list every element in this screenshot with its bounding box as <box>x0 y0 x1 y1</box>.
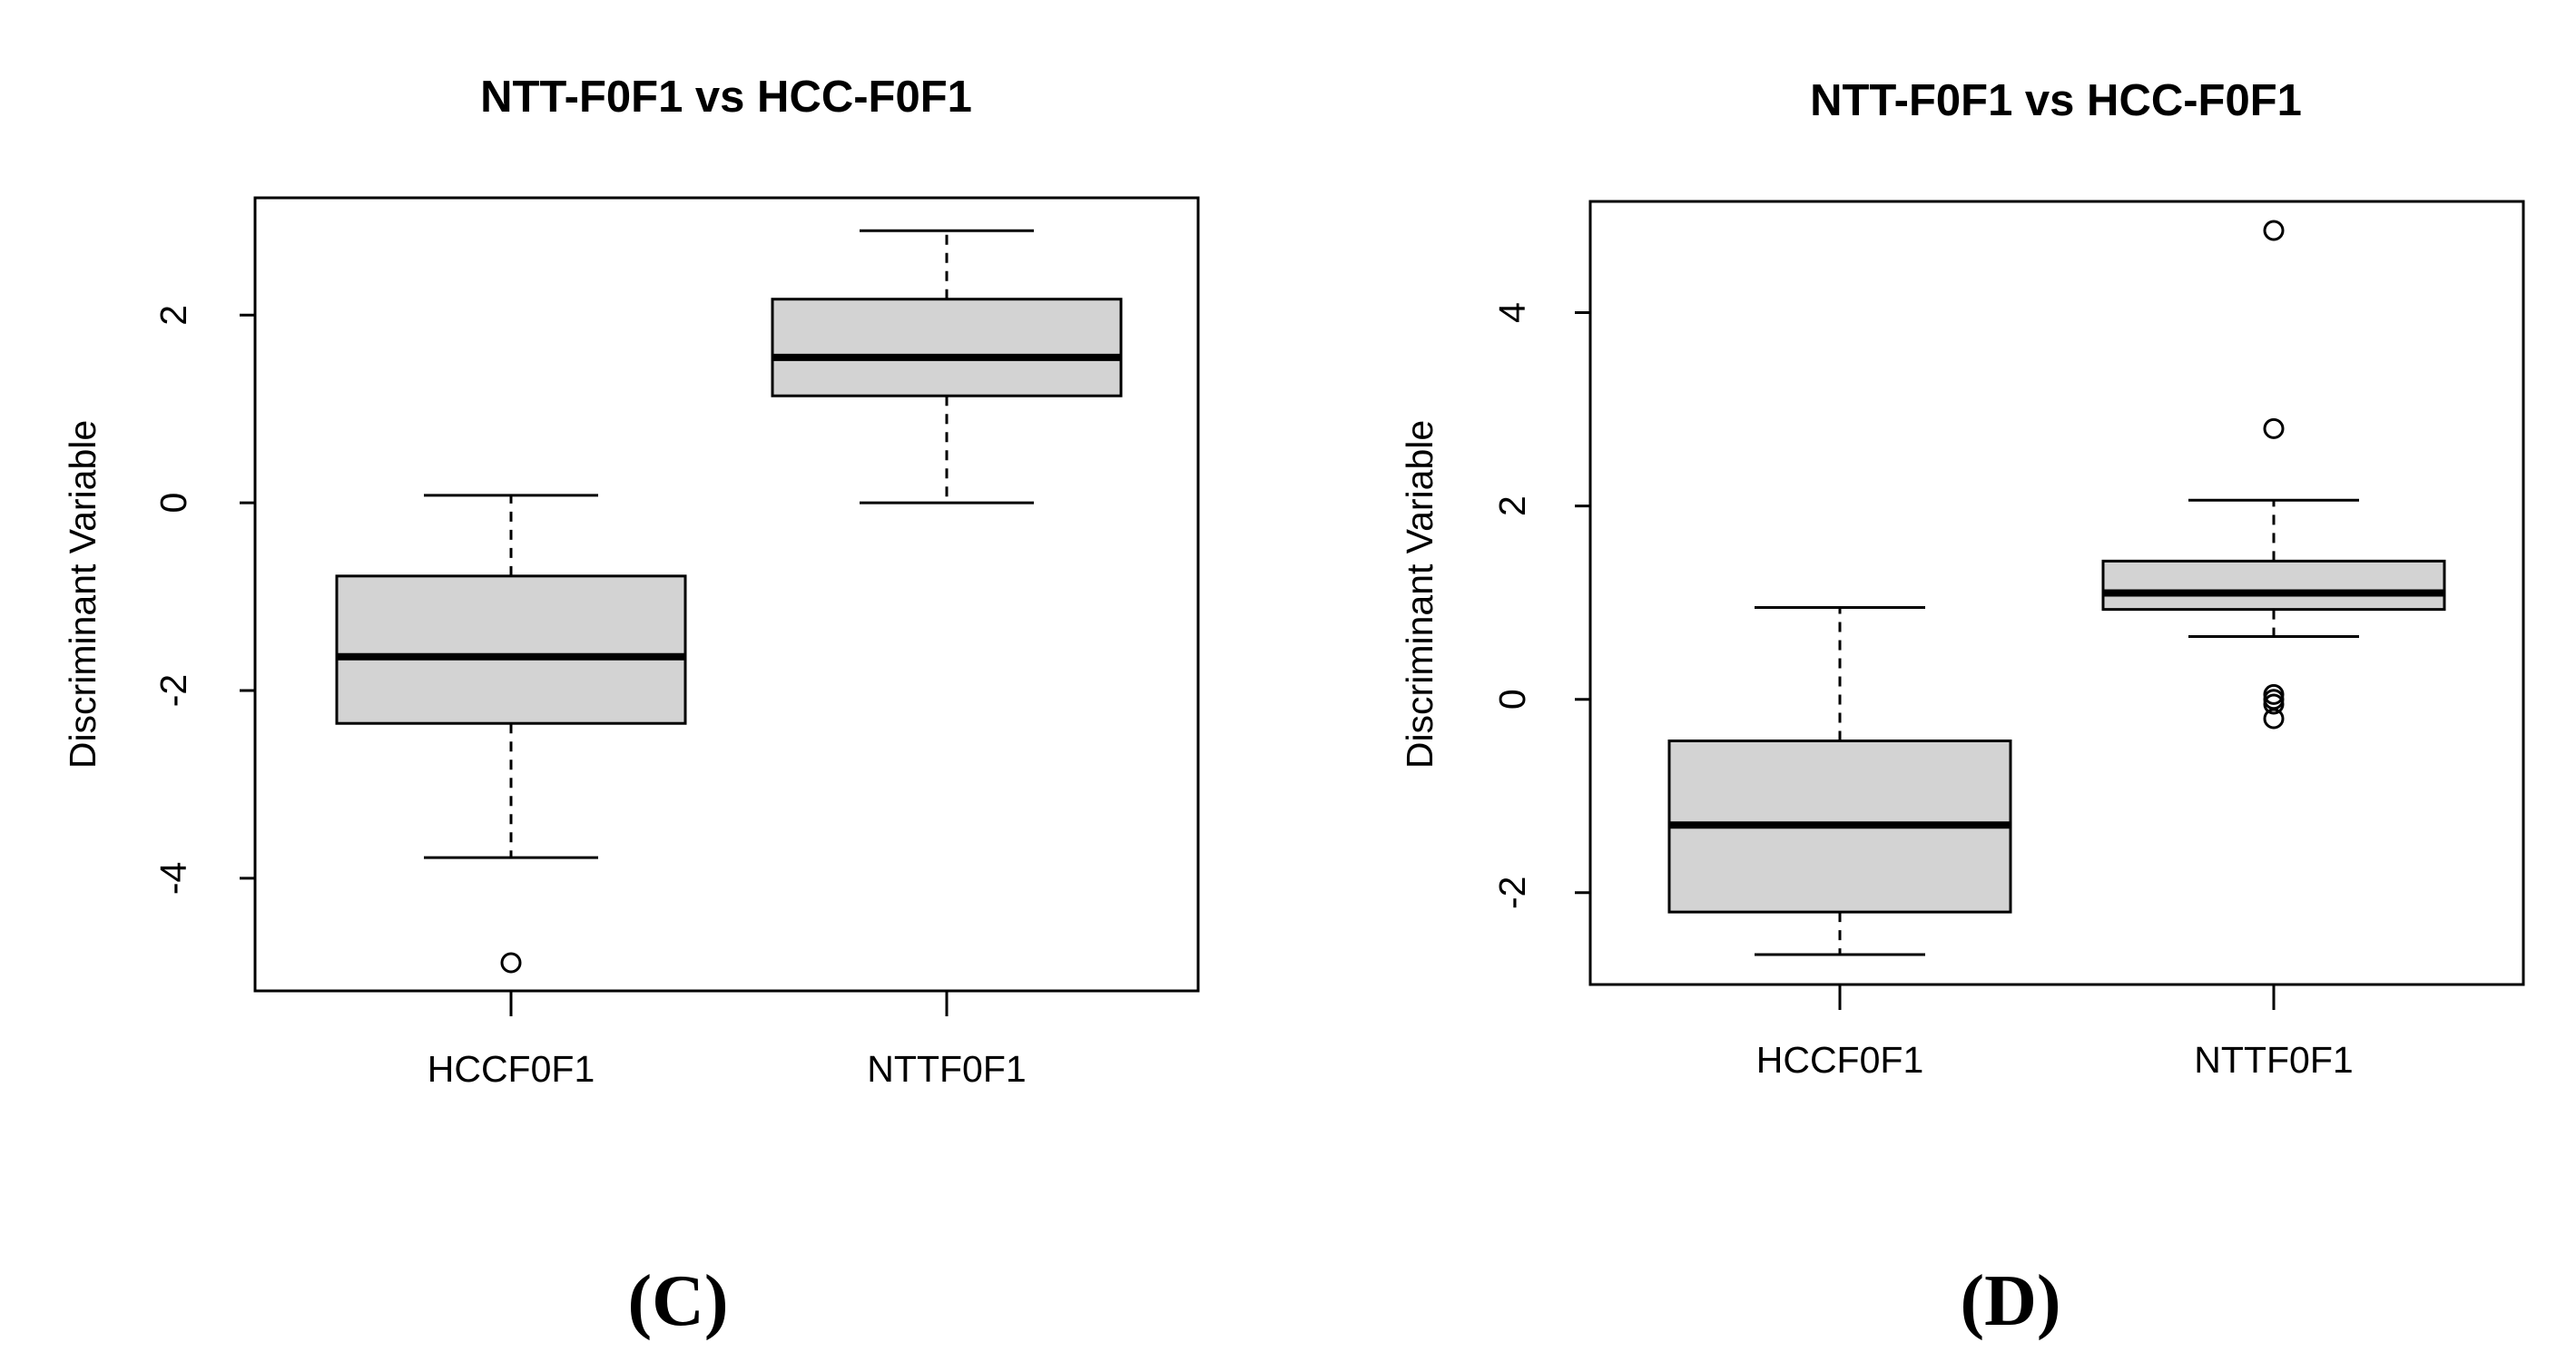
y-tick-label: -2 <box>1491 877 1533 909</box>
panel-label: (D) <box>1960 1261 2060 1341</box>
outlier-point <box>2263 693 2285 715</box>
iqr-box <box>335 574 687 725</box>
x-tick-label: NTTF0F1 <box>867 1048 1026 1090</box>
box-group <box>1667 220 2446 956</box>
y-tick-label: 0 <box>152 493 194 514</box>
y-axis-label: Discriminant Variable <box>62 420 103 769</box>
x-axis: HCCF0F1 NTTF0F1 <box>1756 985 2354 1081</box>
outlier-point <box>500 952 522 974</box>
boxplot-chart-c: NTT-F0F1 vs HCC-F0F1 Discriminant Variab… <box>62 73 1200 1341</box>
x-tick-label: HCCF0F1 <box>428 1048 595 1090</box>
chart-title: NTT-F0F1 vs HCC-F0F1 <box>480 73 972 122</box>
plot-frame <box>1588 200 2525 986</box>
outlier-point <box>2263 417 2285 439</box>
box-group <box>335 229 1123 974</box>
outlier-point <box>2263 220 2285 241</box>
y-axis-label: Discriminant Variable <box>1399 420 1440 769</box>
x-tick-label: NTTF0F1 <box>2194 1039 2353 1081</box>
iqr-box <box>771 298 1123 397</box>
boxplot-chart-d: NTT-F0F1 vs HCC-F0F1 Discriminant Variab… <box>1399 76 2525 1341</box>
y-tick-label: 2 <box>152 305 194 326</box>
y-tick-label: -4 <box>152 862 194 895</box>
outlier-point <box>2263 708 2285 730</box>
plot-frame <box>253 196 1200 993</box>
y-axis: -4 -2 0 2 <box>152 305 255 895</box>
y-axis: -2 0 2 4 <box>1491 302 1590 909</box>
iqr-box <box>2101 559 2446 612</box>
x-tick-label: HCCF0F1 <box>1756 1039 1924 1081</box>
y-tick-label: 2 <box>1491 495 1533 516</box>
chart-title: NTT-F0F1 vs HCC-F0F1 <box>1810 76 2302 125</box>
y-tick-label: 4 <box>1491 302 1533 323</box>
panel-label: (C) <box>627 1261 728 1341</box>
y-tick-label: 0 <box>1491 689 1533 710</box>
x-axis: HCCF0F1 NTTF0F1 <box>428 991 1027 1090</box>
y-tick-label: -2 <box>152 674 194 707</box>
